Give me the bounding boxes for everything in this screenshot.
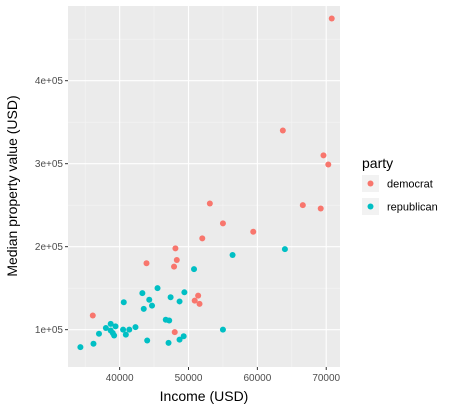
data-point-democrat bbox=[173, 256, 180, 263]
data-point-republican bbox=[154, 285, 161, 292]
data-point-republican bbox=[149, 302, 156, 309]
data-point-republican bbox=[176, 336, 183, 343]
data-point-republican bbox=[122, 331, 129, 338]
data-point-democrat bbox=[89, 312, 96, 319]
x-axis-title: Income (USD) bbox=[160, 388, 249, 404]
data-point-republican bbox=[111, 332, 118, 339]
data-point-democrat bbox=[206, 200, 213, 207]
data-point-republican bbox=[176, 298, 183, 305]
data-point-democrat bbox=[171, 263, 178, 270]
data-point-democrat bbox=[172, 245, 179, 252]
x-tick-label: 70000 bbox=[312, 373, 340, 384]
data-point-democrat bbox=[171, 329, 178, 336]
data-point-democrat bbox=[195, 292, 202, 299]
y-tick-label: 3e+05 bbox=[35, 159, 64, 170]
data-point-republican bbox=[191, 266, 198, 273]
panel-background bbox=[68, 6, 340, 367]
legend-item-democrat: democrat bbox=[362, 175, 433, 192]
data-point-republican bbox=[102, 324, 109, 331]
data-point-democrat bbox=[250, 228, 257, 235]
data-point-democrat bbox=[199, 235, 206, 242]
x-tick-label: 60000 bbox=[243, 373, 271, 384]
data-point-republican bbox=[281, 246, 288, 253]
data-point-republican bbox=[132, 324, 139, 331]
legend-title: party bbox=[362, 155, 393, 171]
legend-label-republican: republican bbox=[387, 202, 438, 214]
x-axis-ticks: 40000 50000 60000 70000 bbox=[106, 367, 341, 384]
y-axis-title: Median property value (USD) bbox=[4, 95, 20, 276]
data-point-republican bbox=[120, 299, 127, 306]
legend-item-republican: republican bbox=[362, 198, 438, 215]
legend: party democrat republican bbox=[362, 155, 438, 215]
data-point-republican bbox=[126, 326, 133, 333]
data-points bbox=[77, 15, 335, 351]
y-tick-label: 2e+05 bbox=[35, 242, 64, 253]
data-point-republican bbox=[120, 326, 127, 333]
data-point-democrat bbox=[320, 152, 327, 159]
legend-swatch-democrat bbox=[367, 180, 374, 187]
data-point-democrat bbox=[328, 15, 335, 22]
data-point-republican bbox=[167, 294, 174, 301]
grid-major bbox=[68, 6, 340, 367]
data-point-democrat bbox=[299, 202, 306, 209]
data-point-republican bbox=[181, 289, 188, 296]
data-point-republican bbox=[146, 296, 153, 303]
data-point-republican bbox=[90, 340, 97, 347]
data-point-democrat bbox=[196, 300, 203, 307]
data-point-republican bbox=[180, 333, 187, 340]
legend-swatch-republican bbox=[367, 203, 374, 210]
y-tick-label: 1e+05 bbox=[35, 325, 64, 336]
data-point-republican bbox=[107, 320, 114, 327]
grid-minor bbox=[68, 6, 340, 367]
data-point-democrat bbox=[317, 205, 324, 212]
data-point-republican bbox=[95, 330, 102, 337]
data-point-democrat bbox=[191, 297, 198, 304]
data-point-republican bbox=[144, 337, 151, 344]
data-point-republican bbox=[77, 344, 84, 351]
data-point-democrat bbox=[219, 220, 226, 227]
data-point-republican bbox=[112, 323, 119, 330]
data-point-republican bbox=[229, 251, 236, 258]
y-axis-ticks: 1e+05 2e+05 3e+05 4e+05 bbox=[35, 76, 68, 336]
data-point-republican bbox=[140, 305, 147, 312]
legend-label-democrat: democrat bbox=[387, 179, 433, 191]
data-point-democrat bbox=[279, 127, 286, 134]
data-point-republican bbox=[165, 339, 172, 346]
data-point-republican bbox=[166, 317, 173, 324]
data-point-republican bbox=[219, 326, 226, 333]
data-point-democrat bbox=[325, 161, 332, 168]
data-point-republican bbox=[139, 290, 146, 297]
y-tick-label: 4e+05 bbox=[35, 76, 64, 87]
data-point-democrat bbox=[143, 260, 150, 267]
x-tick-label: 50000 bbox=[175, 373, 203, 384]
x-tick-label: 40000 bbox=[106, 373, 134, 384]
